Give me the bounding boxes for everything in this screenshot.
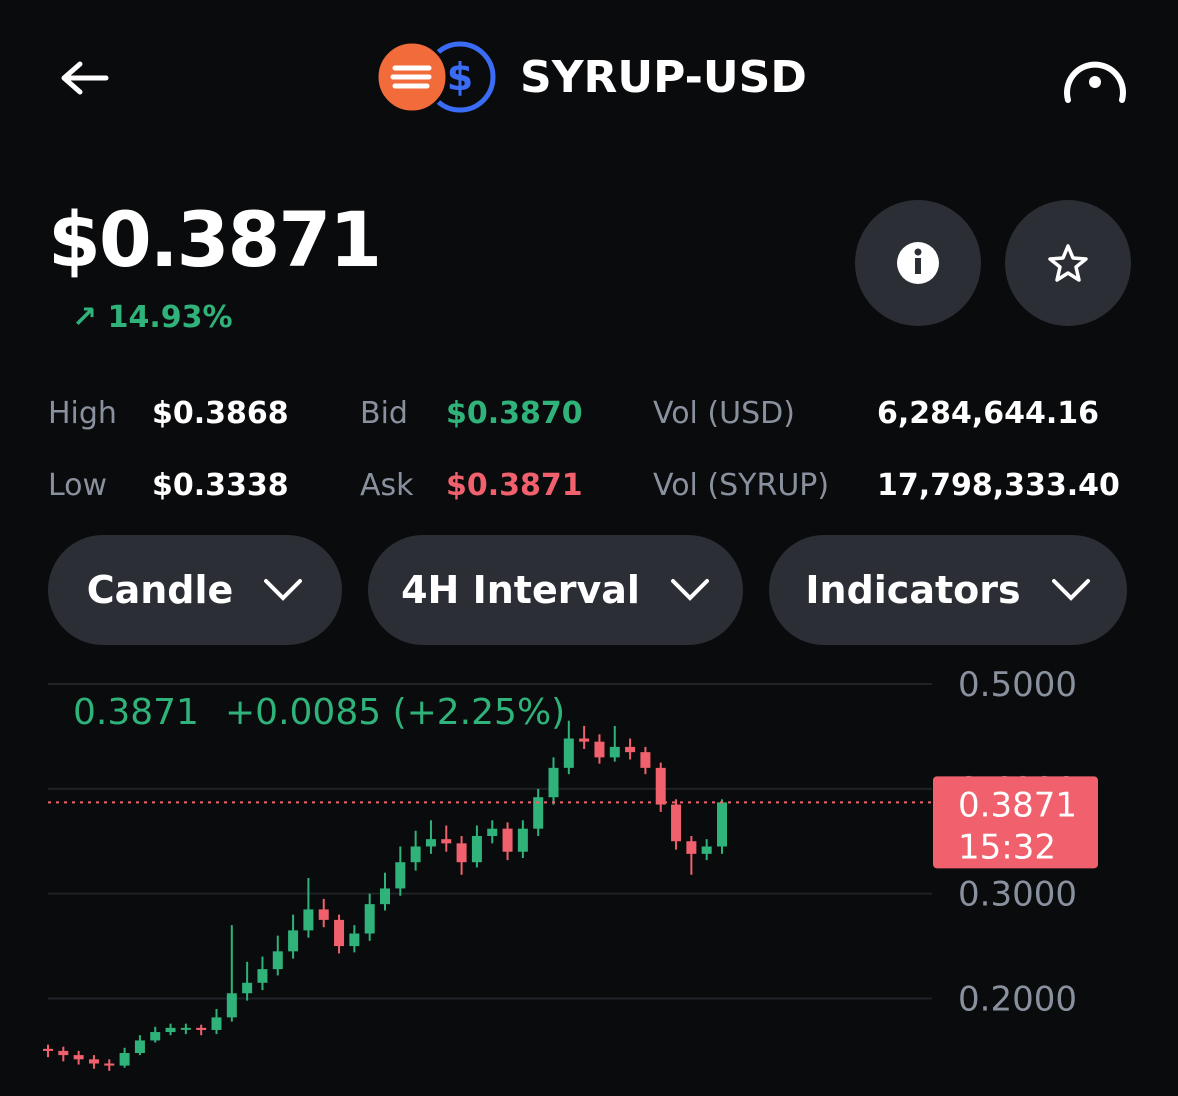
candle-body	[150, 1032, 161, 1041]
overlay-price: 0.3871	[73, 692, 199, 733]
candle-body	[548, 767, 559, 798]
candle-body	[211, 1017, 222, 1030]
candle-body	[165, 1027, 176, 1033]
svg-text:$: $	[447, 55, 473, 99]
candle-body	[671, 804, 682, 842]
candle-body	[257, 969, 268, 983]
candle-body	[242, 982, 253, 994]
chevron	[1051, 579, 1090, 601]
chevron-path	[1051, 579, 1090, 601]
stat-label: Bid	[360, 396, 408, 431]
star-icon	[1048, 244, 1088, 282]
candle-body	[349, 933, 360, 947]
pair-title: SYRUP-USD	[520, 52, 807, 103]
stat-label: Ask	[360, 468, 414, 503]
candle-body	[43, 1048, 53, 1051]
candle-body	[487, 828, 498, 837]
dropdown-label: Candle	[86, 568, 234, 612]
overlay-change: +0.0085 (+2.25%)	[225, 692, 565, 733]
dropdown[interactable]: 4H Interval	[368, 535, 743, 645]
candle-body	[471, 836, 482, 863]
candle-body	[655, 767, 666, 805]
candle-body	[594, 741, 605, 758]
candle-body	[88, 1059, 99, 1064]
stat-value: 6,284,644.16	[877, 396, 1100, 431]
favorite-button[interactable]	[1005, 200, 1131, 326]
change: ↗ 14.93%	[72, 300, 233, 335]
info-icon	[897, 242, 939, 284]
candle-body	[303, 909, 314, 931]
stat-value: $0.3870	[446, 396, 583, 431]
candle-body	[701, 846, 712, 854]
stat-label: Vol (SYRUP)	[653, 468, 830, 503]
last-price-box	[933, 776, 1098, 869]
candle-body	[395, 862, 406, 889]
candle-body	[119, 1053, 130, 1066]
stat-label: Vol (USD)	[653, 396, 795, 431]
chevron-path	[264, 579, 303, 601]
price: $0.3871	[48, 195, 382, 284]
chevron	[670, 579, 709, 601]
candle-body	[609, 746, 620, 758]
stat-value: $0.3871	[446, 468, 583, 503]
dropdown[interactable]: Indicators	[769, 535, 1127, 645]
stat-label: Low	[48, 468, 108, 503]
candle-body	[104, 1063, 115, 1066]
dropdown-label: 4H Interval	[401, 568, 640, 612]
info-button[interactable]	[855, 200, 981, 326]
chevron	[264, 579, 303, 601]
stat-value: $0.3338	[152, 468, 289, 503]
stat-value: $0.3868	[152, 396, 289, 431]
candle-body	[73, 1055, 84, 1060]
candle-body	[563, 738, 574, 768]
candle-body	[380, 888, 390, 905]
chevron-path	[670, 579, 709, 601]
candle-body	[640, 752, 651, 768]
arrow-icon: ↗	[72, 300, 108, 335]
candle-body	[533, 797, 544, 829]
coin-icons: $	[375, 40, 496, 114]
y-tick-label: 0.3000	[958, 875, 1077, 915]
y-tick-label: 0.5000	[958, 665, 1077, 705]
candle-body	[517, 828, 528, 852]
last-price-label: 0.3871	[958, 785, 1077, 825]
candle-body	[180, 1027, 191, 1030]
candle-body	[717, 802, 727, 847]
candle-body	[625, 746, 636, 753]
candle-body	[410, 846, 421, 863]
candle-body	[502, 828, 513, 852]
change-value: 14.93%	[107, 300, 233, 335]
candle-body	[686, 841, 697, 854]
candle-body	[196, 1027, 207, 1030]
chart: 0.20000.30000.40000.50000.387115:320.387…	[43, 665, 1098, 1071]
candle-body	[58, 1050, 69, 1056]
stat-value: 17,798,333.40	[877, 468, 1120, 503]
candle-body	[456, 843, 467, 863]
menu-button[interactable]	[1060, 48, 1130, 108]
candle-body	[425, 839, 436, 847]
candle-body	[134, 1040, 145, 1054]
candle-body	[226, 993, 237, 1018]
candle-body	[441, 839, 452, 844]
stat-label: High	[48, 396, 117, 431]
candle-body	[364, 904, 375, 934]
countdown: 15:32	[958, 827, 1056, 867]
back-button[interactable]	[58, 58, 110, 98]
dropdown[interactable]: Candle	[48, 535, 342, 645]
y-tick-label: 0.2000	[958, 980, 1077, 1020]
candle-body	[318, 909, 329, 920]
candle-body	[288, 930, 299, 952]
candle-body	[334, 919, 345, 947]
candle-body	[579, 738, 590, 742]
dropdown-label: Indicators	[805, 568, 1021, 612]
candle-body	[272, 951, 283, 970]
